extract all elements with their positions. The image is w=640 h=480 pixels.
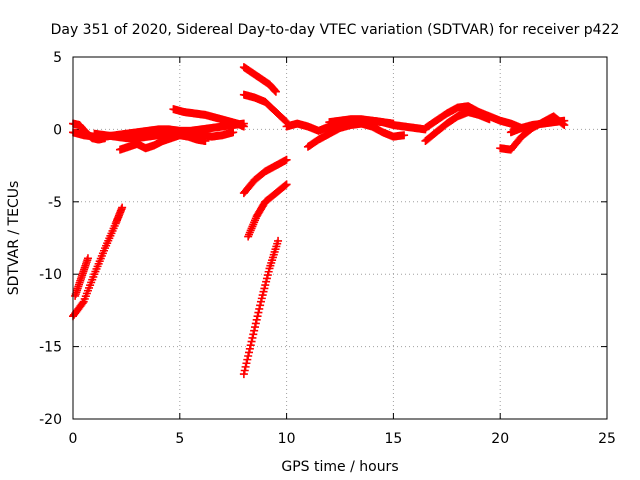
data-point xyxy=(251,319,260,328)
axis-ticks: 0 5 10 15 20 25 -20 -15 -10 -5 0 5 xyxy=(39,50,616,447)
data-point xyxy=(242,359,251,368)
data-point xyxy=(400,131,409,140)
series-arc-17 xyxy=(421,108,494,145)
data-point xyxy=(83,254,92,263)
data-point xyxy=(281,117,290,126)
data-point xyxy=(250,326,259,335)
x-tick-label: 10 xyxy=(278,431,296,447)
grid-lines xyxy=(73,57,607,419)
y-axis-label: SDTVAR / TECUs xyxy=(6,181,22,296)
plot-border xyxy=(72,56,608,420)
y-tick-label: -15 xyxy=(39,340,62,356)
data-points xyxy=(69,63,569,379)
data-point xyxy=(256,301,265,310)
chart-title: Day 351 of 2020, Sidereal Day-to-day VTE… xyxy=(51,22,620,38)
y-tick-label: 0 xyxy=(53,122,62,138)
data-point xyxy=(245,348,254,357)
data-point xyxy=(239,370,248,379)
y-tick-label: -10 xyxy=(39,267,62,283)
data-point xyxy=(250,323,259,332)
y-tick-label: 5 xyxy=(53,50,62,66)
series-arc-5 xyxy=(169,105,248,131)
data-point xyxy=(255,304,264,313)
x-tick-label: 15 xyxy=(384,431,402,447)
data-point xyxy=(485,115,494,124)
series-arc-19 xyxy=(506,116,569,137)
data-point xyxy=(239,122,248,131)
data-point xyxy=(271,87,280,96)
series-arc-11 xyxy=(69,203,127,321)
data-point xyxy=(253,312,262,321)
x-axis-label: GPS time / hours xyxy=(281,459,398,475)
series-arc-10 xyxy=(239,236,283,379)
data-point xyxy=(229,128,238,137)
y-tick-label: -20 xyxy=(39,412,62,428)
data-point xyxy=(247,337,256,346)
data-point xyxy=(248,333,257,342)
x-tick-label: 25 xyxy=(598,431,616,447)
data-point xyxy=(252,315,261,324)
series-arc-6 xyxy=(239,63,280,96)
y-tick-label: -5 xyxy=(48,195,62,211)
data-point xyxy=(240,366,249,375)
data-point xyxy=(78,299,87,308)
data-point xyxy=(201,136,210,145)
data-point xyxy=(254,308,263,317)
x-tick-label: 20 xyxy=(491,431,509,447)
series-arc-12 xyxy=(71,254,92,300)
x-tick-label: 5 xyxy=(175,431,184,447)
data-point xyxy=(274,236,283,245)
series-arc-15 xyxy=(325,115,398,128)
data-point xyxy=(118,203,127,212)
data-point xyxy=(389,119,398,128)
data-point xyxy=(282,155,291,164)
series-arc-14 xyxy=(303,119,409,151)
data-point xyxy=(245,344,254,353)
series-arc-4 xyxy=(115,131,210,154)
data-point xyxy=(244,352,253,361)
x-tick-label: 0 xyxy=(69,431,78,447)
data-point xyxy=(560,116,569,125)
series-arc-7 xyxy=(239,90,291,127)
series-arc-8 xyxy=(239,155,291,198)
series-arc-9 xyxy=(244,180,291,241)
data-point xyxy=(241,362,250,371)
data-point xyxy=(281,181,290,190)
data-point xyxy=(282,180,291,189)
data-point xyxy=(249,330,258,339)
data-point xyxy=(243,355,252,364)
data-point xyxy=(246,341,255,350)
